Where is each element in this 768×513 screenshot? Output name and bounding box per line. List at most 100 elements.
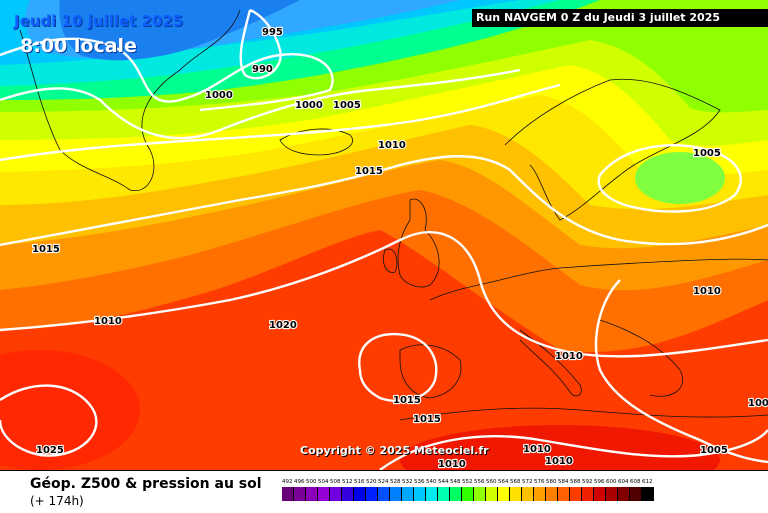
legend-swatch: [402, 487, 414, 501]
legend-label: 588: [570, 479, 581, 485]
legend-swatch: [414, 487, 426, 501]
legend-label: 532: [402, 479, 413, 485]
isobar-1010-south: [379, 429, 768, 470]
legend-swatch: [342, 487, 354, 501]
legend-swatch: [606, 487, 618, 501]
legend-swatch: [354, 487, 366, 501]
isobar-1005: [0, 68, 521, 140]
isobar-1015-iberia: [358, 332, 438, 403]
isobar-label: 1005: [700, 445, 728, 456]
isobar-label: 1000: [295, 100, 323, 111]
legend-label: 552: [462, 479, 473, 485]
copyright-notice: Copyright © 2025 Meteociel.fr: [300, 444, 489, 457]
isobar-label: 1015: [32, 244, 60, 255]
legend-label: 540: [426, 479, 437, 485]
legend-label: 600: [606, 479, 617, 485]
legend-label: 496: [294, 479, 305, 485]
forecast-time: 8:00 locale: [20, 35, 137, 57]
isobar-label: 1005: [333, 100, 361, 111]
legend-swatch: [582, 487, 594, 501]
legend-swatch: [390, 487, 402, 501]
legend-label: 500: [306, 479, 317, 485]
legend-swatch: [534, 487, 546, 501]
legend-label: 556: [474, 479, 485, 485]
legend-label: 584: [558, 479, 569, 485]
band-528: [59, 0, 300, 61]
legend-label: 492: [282, 479, 293, 485]
isobar-1025: [0, 384, 98, 457]
legend-label: 544: [438, 479, 449, 485]
legend-label: 572: [522, 479, 533, 485]
legend-swatch: [330, 487, 342, 501]
forecast-date: Jeudi 10 juillet 2025: [14, 12, 184, 30]
legend-swatch: [306, 487, 318, 501]
legend-label: 568: [510, 479, 521, 485]
isobar-label: 1010: [523, 444, 551, 455]
coastlines: [19, 9, 768, 421]
legend-swatch: [486, 487, 498, 501]
legend-label: 524: [378, 479, 389, 485]
legend-label: 560: [486, 479, 497, 485]
isobar-1015: [0, 155, 768, 247]
legend-swatch: [618, 487, 630, 501]
legend-swatches: [282, 487, 654, 501]
legend-label: 508: [330, 479, 341, 485]
isobar-label: 1000: [205, 90, 233, 101]
legend-swatch: [630, 487, 642, 501]
legend-label: 516: [354, 479, 365, 485]
legend-label: 596: [594, 479, 605, 485]
legend-swatch: [642, 487, 654, 501]
legend-label: 504: [318, 479, 329, 485]
isobar-label: 1015: [413, 414, 441, 425]
legend-label: 580: [546, 479, 557, 485]
isobar-labels: 995 990 1000 1000 1005 1010 1015 1015 10…: [31, 26, 768, 470]
variable-title: Géop. Z500 & pression au sol: [30, 476, 262, 492]
isobar-label: 1010: [693, 286, 721, 297]
legend-swatch: [378, 487, 390, 501]
legend-label: 536: [414, 479, 425, 485]
legend-swatch: [474, 487, 486, 501]
isobar-label: 1020: [269, 320, 297, 331]
britain-coast: [397, 198, 440, 288]
iberia-coast: [399, 344, 462, 399]
greenland-coast: [19, 9, 241, 192]
isobar-995: [239, 8, 282, 80]
legend-swatch: [282, 487, 294, 501]
color-scale-legend: 492 496 500 504 508 512 516 520 524 528 532 536 540 5…: [282, 479, 654, 501]
legend-swatch: [498, 487, 510, 501]
italy-coast: [519, 329, 582, 397]
isobar-label: 1025: [36, 445, 64, 456]
legend-swatch: [594, 487, 606, 501]
isobar-1020: [0, 230, 768, 358]
balkans-coast: [599, 319, 683, 397]
isobar-1005-scandinavia: [597, 144, 742, 213]
isobar-1010-east: [594, 279, 768, 464]
legend-swatch: [522, 487, 534, 501]
legend-swatch: [570, 487, 582, 501]
legend-label: 608: [630, 479, 641, 485]
isobar-label: 995: [262, 27, 283, 38]
isobar-label: 1010: [378, 140, 406, 151]
isobar-label: 1005: [693, 148, 721, 159]
legend-swatch: [546, 487, 558, 501]
legend-swatch: [366, 487, 378, 501]
isobar-label: 1010: [545, 456, 573, 467]
scandinavia-low-core: [635, 152, 725, 204]
legend-bar: Géop. Z500 & pression au sol (+ 174h) 49…: [0, 470, 768, 513]
isobar-1010: [0, 83, 561, 162]
legend-swatch: [438, 487, 450, 501]
legend-label: 612: [642, 479, 653, 485]
legend-label: 576: [534, 479, 545, 485]
legend-label: 548: [450, 479, 461, 485]
legend-swatch: [462, 487, 474, 501]
legend-swatch: [510, 487, 522, 501]
map-canvas: 995 990 1000 1000 1005 1010 1015 1015 10…: [0, 0, 768, 470]
isobar-1000: [0, 37, 334, 112]
forecast-map: 995 990 1000 1000 1005 1010 1015 1015 10…: [0, 0, 768, 470]
isobar-label: 1015: [355, 166, 383, 177]
north-africa-coast: [399, 407, 768, 421]
isobar-lines: [0, 8, 768, 470]
legend-swatch: [426, 487, 438, 501]
scandinavia-coast: [504, 78, 721, 221]
